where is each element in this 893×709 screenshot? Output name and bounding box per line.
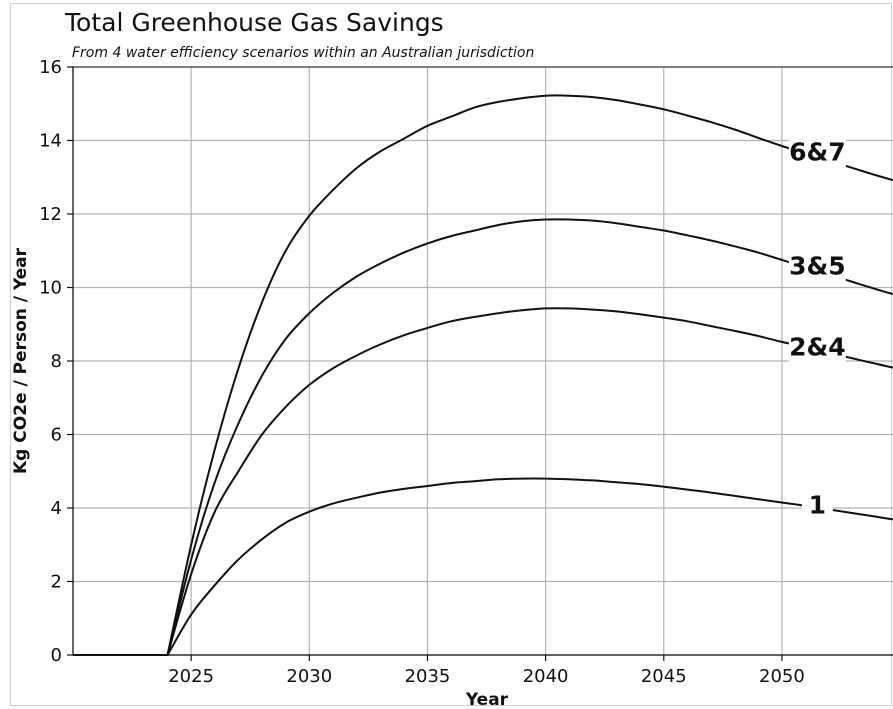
x-tick-labels: 2025 2030 2035 2040 2045 2050 — [168, 655, 805, 687]
series-label-1: 6&7 — [789, 138, 846, 167]
series-line-1 — [73, 94, 893, 656]
series-line-2 — [73, 218, 893, 656]
y-tick-label-14: 14 — [39, 131, 62, 152]
series-label-bg-1 — [788, 133, 846, 170]
series-line-4 — [73, 477, 893, 656]
y-tick-label-4: 4 — [51, 498, 62, 519]
series-labels: 6&7 3&5 2&4 1 — [788, 133, 846, 523]
x-tick-label-2025: 2025 — [168, 666, 214, 687]
y-tick-label-2: 2 — [51, 572, 62, 593]
series-label-3: 2&4 — [789, 332, 846, 361]
x-tick-label-2050: 2050 — [759, 666, 805, 687]
y-tick-label-0: 0 — [51, 645, 62, 666]
series-lines — [73, 94, 893, 656]
chart-subtitle: From 4 water efficiency scenarios within… — [72, 45, 534, 61]
chart-title: Total Greenhouse Gas Savings — [64, 8, 444, 37]
series-line-3 — [73, 307, 893, 656]
series-label-2: 3&5 — [789, 251, 846, 280]
series-label-4: 1 — [809, 490, 826, 519]
x-tick-label-2035: 2035 — [405, 666, 451, 687]
series-label-bg-4 — [801, 486, 833, 523]
x-axis-label: Year — [465, 690, 509, 709]
y-tick-label-12: 12 — [39, 204, 62, 225]
x-tick-label-2030: 2030 — [286, 666, 332, 687]
y-tick-label-6: 6 — [51, 425, 62, 446]
series-label-bg-3 — [788, 328, 846, 365]
series-label-bg-2 — [788, 247, 846, 284]
grid — [72, 66, 893, 656]
y-tick-label-8: 8 — [51, 351, 62, 372]
x-tick-label-2045: 2045 — [641, 666, 687, 687]
chart-frame — [10, 3, 892, 706]
y-tick-label-10: 10 — [39, 278, 62, 299]
x-tick-label-2040: 2040 — [523, 666, 569, 687]
y-tick-label-16: 16 — [39, 57, 62, 78]
y-axis-label: Kg CO2e / Person / Year — [11, 247, 31, 474]
y-tick-labels: 0 2 4 6 8 10 12 14 16 — [39, 57, 73, 666]
